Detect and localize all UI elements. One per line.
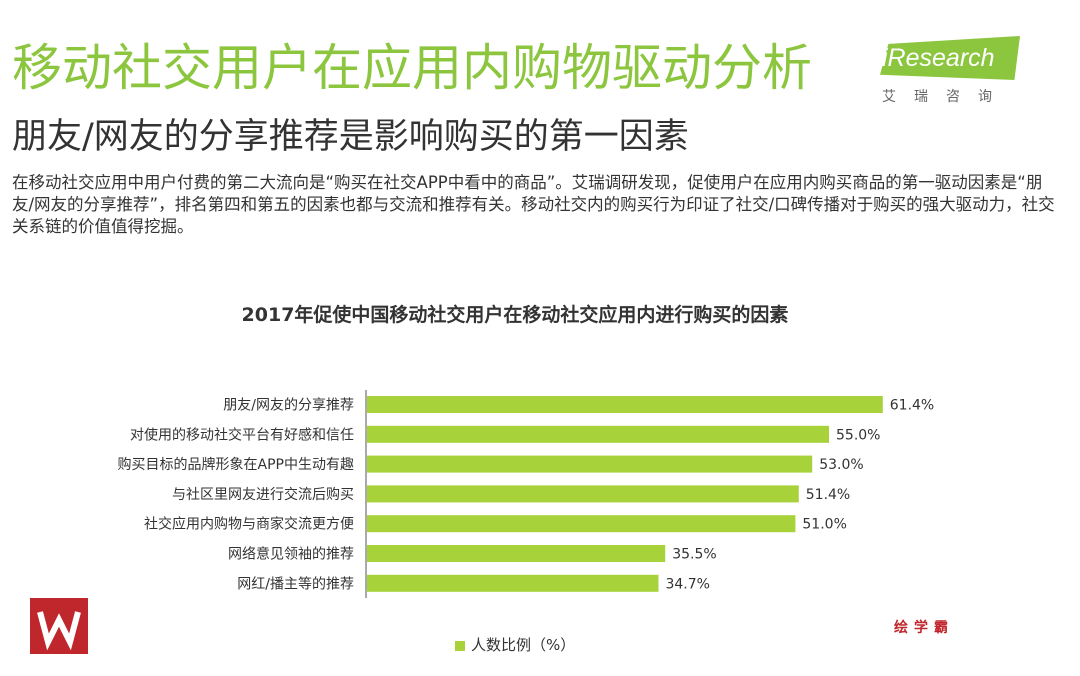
chart-title: 2017年促使中国移动社交用户在移动社交应用内进行购买的因素	[241, 304, 789, 326]
category-label: 购买目标的品牌形象在APP中生动有趣	[118, 456, 354, 473]
bar	[367, 515, 796, 533]
bar	[367, 396, 883, 413]
value-label: 55.0%	[836, 427, 880, 443]
value-label: 35.5%	[672, 547, 716, 563]
w-logo-icon	[30, 598, 88, 654]
bar	[367, 545, 666, 562]
category-label: 社交应用内购物与商家交流更方便	[144, 516, 354, 533]
iresearch-logo: iResearch 艾瑞咨询	[880, 36, 1030, 116]
category-label: 对使用的移动社交平台有好感和信任	[130, 426, 354, 443]
value-label: 61.4%	[890, 398, 934, 414]
watermark-text: 绘学霸	[894, 620, 954, 636]
page-subtitle: 朋友/网友的分享推荐是影响购买的第一因素	[12, 117, 689, 157]
chart-legend: 人数比例（%）	[455, 634, 575, 655]
logo-text: iResearch	[882, 44, 995, 72]
page-title: 移动社交用户在应用内购物驱动分析	[12, 39, 812, 97]
intro-paragraph: 在移动社交应用中用户付费的第二大流向是“购买在社交APP中看中的商品”。艾瑞调研…	[12, 173, 1055, 236]
logo-badge	[880, 36, 1020, 80]
category-label: 网红/播主等的推荐	[237, 575, 354, 592]
value-label: 51.0%	[802, 517, 846, 533]
legend-swatch	[455, 640, 465, 651]
value-label: 53.0%	[819, 457, 863, 473]
legend-label: 人数比例（%）	[471, 636, 576, 654]
category-label: 网络意见领袖的推荐	[228, 546, 354, 563]
category-label: 朋友/网友的分享推荐	[223, 397, 354, 414]
value-label: 51.4%	[806, 487, 850, 503]
bar	[367, 574, 659, 592]
bar	[367, 425, 829, 443]
bar	[367, 455, 813, 473]
category-label: 与社区里网友进行交流后购买	[172, 486, 354, 503]
logo-cn-text: 艾瑞咨询	[882, 89, 1010, 105]
bar-chart: 朋友/网友的分享推荐 61.4% 对使用的移动社交平台有好感和信任 55.0% 购买目标…	[118, 390, 934, 598]
value-label: 34.7%	[665, 576, 709, 592]
bar	[367, 485, 799, 503]
